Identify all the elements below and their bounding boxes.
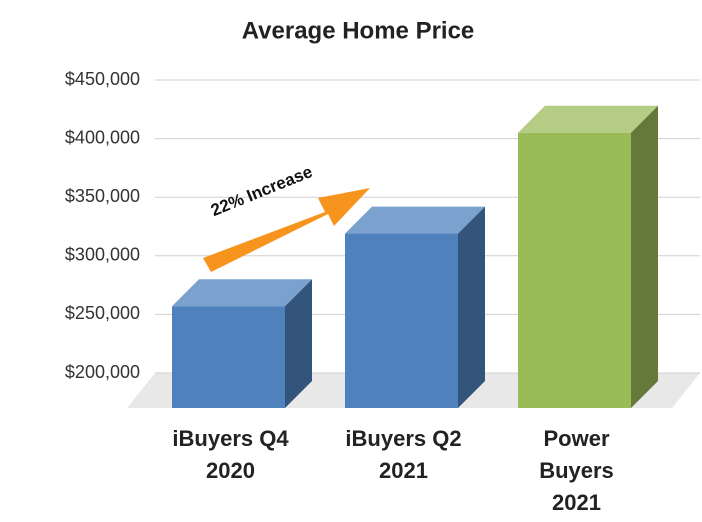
y-tick-label: $200,000	[65, 362, 140, 382]
bar-front	[345, 233, 458, 408]
x-tick-label: iBuyers Q4	[172, 426, 289, 451]
bar-side	[631, 105, 658, 408]
grid: $200,000 $250,000 $300,000 $350,000 $400,000…	[65, 69, 700, 382]
bar	[172, 279, 312, 408]
increase-arrow	[203, 188, 370, 272]
bars	[172, 105, 658, 408]
bar-side	[285, 279, 312, 408]
x-tick-label: Buyers	[539, 458, 614, 483]
bar-side	[458, 206, 485, 408]
bar-top	[172, 279, 312, 307]
bar	[518, 105, 658, 408]
y-tick-label: $250,000	[65, 303, 140, 323]
x-tick-label: 2021	[379, 458, 428, 483]
y-tick-label: $400,000	[65, 127, 140, 147]
y-tick-label: $450,000	[65, 69, 140, 89]
bar	[345, 206, 485, 408]
x-tick-label: 2021	[552, 490, 601, 515]
bar-top	[518, 105, 658, 133]
x-tick-label: iBuyers Q2	[345, 426, 461, 451]
annotation: 22% Increase	[208, 162, 315, 220]
y-tick-label: $300,000	[65, 245, 140, 265]
x-tick-label: Power	[543, 426, 609, 451]
bar-front	[172, 306, 285, 408]
chart-title: Average Home Price	[242, 17, 475, 44]
bar-top	[345, 206, 485, 234]
bar-front	[518, 132, 631, 408]
x-tick-label: 2020	[206, 458, 255, 483]
y-tick-label: $350,000	[65, 186, 140, 206]
